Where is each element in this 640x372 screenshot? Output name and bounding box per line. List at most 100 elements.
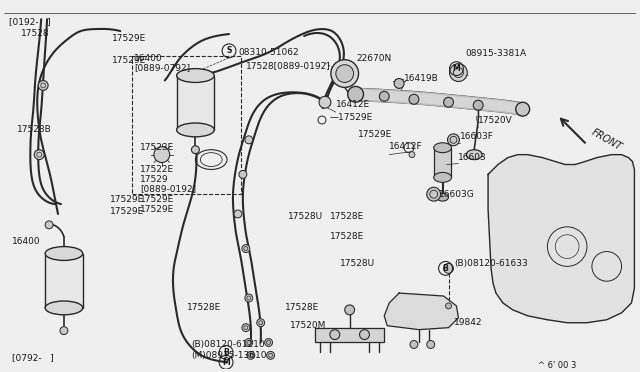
Text: 17529E: 17529E [113, 35, 147, 44]
Circle shape [409, 94, 419, 104]
Circle shape [360, 330, 369, 340]
Text: 22670N: 22670N [356, 54, 392, 63]
Circle shape [38, 80, 48, 90]
Text: M: M [452, 64, 460, 73]
Text: 17528E: 17528E [330, 212, 364, 221]
Polygon shape [315, 328, 384, 343]
Circle shape [331, 60, 358, 87]
Circle shape [234, 210, 242, 218]
Circle shape [245, 294, 253, 302]
Ellipse shape [516, 102, 530, 116]
Text: 16400: 16400 [134, 54, 163, 63]
Circle shape [445, 303, 451, 309]
Circle shape [242, 324, 250, 331]
Circle shape [330, 330, 340, 340]
Text: 17528U: 17528U [340, 259, 375, 268]
Ellipse shape [177, 123, 214, 137]
Circle shape [247, 352, 255, 359]
Ellipse shape [434, 173, 451, 182]
Circle shape [319, 96, 331, 108]
Circle shape [154, 147, 170, 163]
Text: 17528E: 17528E [186, 304, 221, 312]
Text: B: B [223, 348, 229, 357]
Text: 17528E: 17528E [285, 304, 319, 312]
Text: ^ 6' 00 3: ^ 6' 00 3 [538, 361, 576, 370]
Circle shape [267, 352, 275, 359]
Text: 08915-3381A: 08915-3381A [465, 49, 527, 58]
Text: M: M [222, 358, 230, 367]
Text: (B)08120-61210: (B)08120-61210 [191, 340, 265, 349]
Circle shape [245, 136, 253, 144]
Text: B: B [443, 264, 449, 273]
Circle shape [60, 327, 68, 334]
Ellipse shape [45, 301, 83, 315]
Circle shape [427, 340, 435, 349]
Bar [45, 253, 83, 308]
Circle shape [447, 134, 460, 146]
Text: 16412F: 16412F [389, 142, 423, 151]
Text: 17520V: 17520V [478, 116, 513, 125]
Text: [0792-   ]: [0792- ] [12, 353, 53, 362]
Polygon shape [488, 155, 634, 323]
Ellipse shape [177, 68, 214, 83]
Text: 17529E: 17529E [358, 130, 392, 140]
Text: [0889-0192]: [0889-0192] [140, 184, 196, 193]
Circle shape [380, 92, 389, 101]
Circle shape [444, 97, 454, 107]
Circle shape [410, 340, 418, 349]
Text: 17529: 17529 [140, 175, 169, 184]
Text: 17528[0889-0192]: 17528[0889-0192] [246, 61, 331, 70]
Bar [132, 56, 241, 194]
Circle shape [444, 263, 454, 273]
Text: 16412E: 16412E [336, 100, 370, 109]
Circle shape [409, 152, 415, 158]
Circle shape [473, 100, 483, 110]
Text: S: S [227, 46, 232, 55]
Ellipse shape [436, 193, 449, 201]
Text: 16603F: 16603F [460, 132, 494, 141]
Text: 17528E: 17528E [330, 232, 364, 241]
Text: [0889-0792]: [0889-0792] [134, 63, 190, 72]
Text: [0192-   ]: [0192- ] [8, 17, 51, 26]
Bar [177, 76, 214, 130]
Text: 17528U: 17528U [289, 212, 323, 221]
Text: 17528: 17528 [21, 29, 50, 38]
Text: 17528B: 17528B [17, 125, 52, 134]
Text: FRONT: FRONT [590, 127, 624, 153]
Circle shape [45, 221, 53, 229]
Ellipse shape [434, 143, 451, 153]
Text: (B)08120-61633: (B)08120-61633 [454, 259, 528, 268]
Text: 17529E: 17529E [110, 208, 145, 217]
Text: 17522E: 17522E [140, 165, 174, 174]
Ellipse shape [467, 150, 482, 160]
Circle shape [345, 305, 355, 315]
Circle shape [394, 78, 404, 89]
Polygon shape [384, 293, 458, 330]
Circle shape [242, 245, 250, 253]
Circle shape [245, 339, 253, 346]
Circle shape [257, 319, 264, 327]
Text: 19842: 19842 [454, 318, 482, 327]
Text: 17529E: 17529E [110, 195, 145, 203]
Text: 17520M: 17520M [291, 321, 326, 330]
Text: 16603G: 16603G [438, 190, 474, 199]
Text: 08310-51062: 08310-51062 [238, 48, 299, 57]
Circle shape [191, 146, 200, 154]
Circle shape [449, 64, 467, 81]
Ellipse shape [45, 247, 83, 260]
Circle shape [35, 150, 44, 160]
Text: —17529E: —17529E [330, 113, 373, 122]
Text: 16603: 16603 [458, 153, 487, 162]
Circle shape [264, 339, 273, 346]
Text: 17523E: 17523E [140, 143, 174, 152]
Text: (M)08915-13610: (M)08915-13610 [191, 351, 267, 360]
Text: 17529E: 17529E [140, 205, 174, 214]
Text: 16400: 16400 [12, 237, 40, 246]
Polygon shape [355, 89, 523, 115]
Circle shape [427, 187, 440, 201]
Text: 16419B: 16419B [404, 74, 439, 83]
Text: 17529E: 17529E [113, 56, 147, 65]
Text: 17529E: 17529E [140, 195, 174, 203]
Circle shape [239, 170, 247, 178]
Bar [434, 148, 451, 177]
